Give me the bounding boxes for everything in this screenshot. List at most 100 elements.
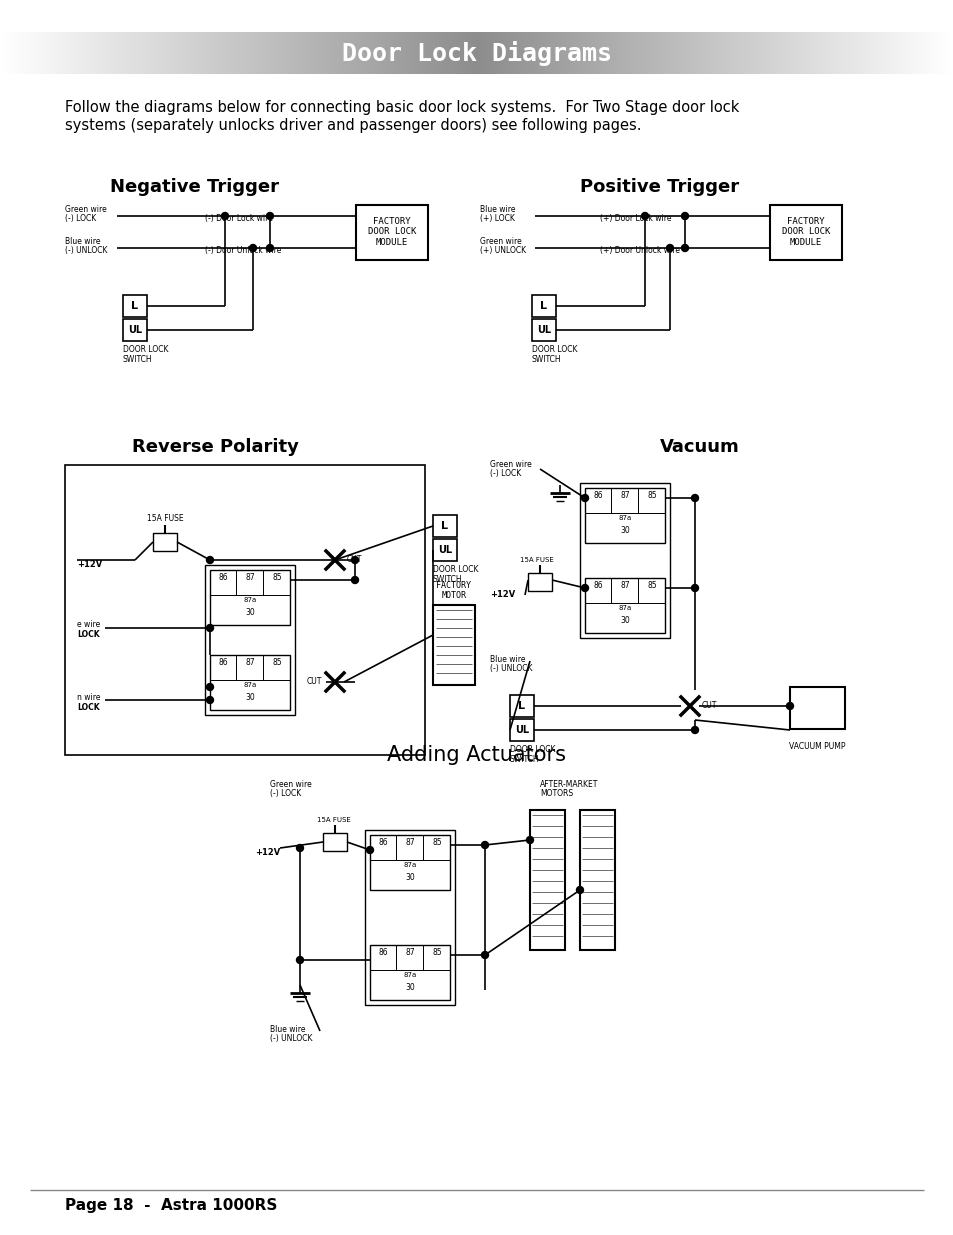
Bar (904, 32, 905, 74)
Bar (933, 32, 934, 74)
Bar (248, 32, 249, 74)
Bar (234, 32, 235, 74)
Bar (778, 32, 779, 74)
Bar (845, 32, 846, 74)
Bar (27, 32, 28, 74)
Bar (243, 32, 244, 74)
Bar (210, 32, 211, 74)
Bar (348, 32, 349, 74)
Bar (184, 32, 185, 74)
Bar (643, 32, 644, 74)
Bar (699, 32, 700, 74)
Bar (462, 32, 463, 74)
Bar (385, 32, 386, 74)
Bar (858, 32, 859, 74)
Bar (869, 32, 870, 74)
Bar (127, 32, 128, 74)
Bar (446, 32, 447, 74)
Bar (427, 32, 428, 74)
Bar (9, 32, 10, 74)
Bar (727, 32, 728, 74)
Bar (455, 32, 456, 74)
Bar (667, 32, 668, 74)
Bar (283, 32, 284, 74)
Bar (884, 32, 885, 74)
Bar (496, 32, 497, 74)
Bar (583, 32, 584, 74)
Bar (476, 32, 477, 74)
Bar (303, 32, 304, 74)
Text: 30: 30 (619, 616, 629, 625)
Bar (576, 32, 577, 74)
Text: Follow the diagrams below for connecting basic door lock systems.  For Two Stage: Follow the diagrams below for connecting… (65, 100, 739, 115)
Bar (537, 32, 538, 74)
Bar (730, 32, 731, 74)
Bar (41, 32, 42, 74)
Bar (201, 32, 202, 74)
Bar (335, 32, 336, 74)
Bar (406, 32, 407, 74)
Bar (171, 32, 172, 74)
Text: (+) UNLOCK: (+) UNLOCK (479, 246, 525, 254)
Bar (58, 32, 59, 74)
Bar (562, 32, 563, 74)
Bar (339, 32, 340, 74)
Bar (572, 32, 573, 74)
Bar (518, 32, 519, 74)
Bar (678, 32, 679, 74)
Bar (85, 32, 86, 74)
Bar (867, 32, 868, 74)
Bar (578, 32, 579, 74)
Text: Blue wire: Blue wire (490, 655, 525, 664)
Bar (318, 32, 319, 74)
Circle shape (526, 836, 533, 844)
Bar (291, 32, 292, 74)
Bar (28, 32, 29, 74)
Bar (723, 32, 724, 74)
Circle shape (581, 584, 588, 592)
Bar (741, 32, 742, 74)
Bar (443, 32, 444, 74)
Bar (519, 32, 520, 74)
Bar (623, 32, 624, 74)
Bar (389, 32, 390, 74)
Bar (846, 32, 847, 74)
Bar (328, 32, 329, 74)
Bar (807, 32, 808, 74)
Bar (411, 32, 412, 74)
Text: DOOR LOCK
SWITCH: DOOR LOCK SWITCH (510, 745, 555, 764)
Bar (313, 32, 314, 74)
Bar (161, 32, 162, 74)
Bar (635, 32, 636, 74)
Bar (707, 32, 708, 74)
Bar (124, 32, 125, 74)
Bar (862, 32, 863, 74)
Bar (513, 32, 514, 74)
Bar (324, 32, 325, 74)
Bar (97, 32, 98, 74)
Bar (118, 32, 119, 74)
Bar (222, 32, 223, 74)
Bar (19, 32, 20, 74)
Bar (944, 32, 945, 74)
Bar (456, 32, 457, 74)
Bar (11, 32, 12, 74)
Bar (704, 32, 705, 74)
Bar (702, 32, 703, 74)
Bar (388, 32, 389, 74)
Bar (67, 32, 68, 74)
Bar (547, 32, 548, 74)
Bar (696, 32, 697, 74)
Bar (472, 32, 473, 74)
Bar (145, 32, 146, 74)
Bar (689, 32, 690, 74)
Bar (701, 32, 702, 74)
Bar (725, 32, 726, 74)
Bar (89, 32, 90, 74)
Bar (78, 32, 79, 74)
Bar (84, 32, 85, 74)
Bar (211, 32, 212, 74)
Bar (565, 32, 566, 74)
Bar (468, 32, 469, 74)
Circle shape (680, 245, 688, 252)
